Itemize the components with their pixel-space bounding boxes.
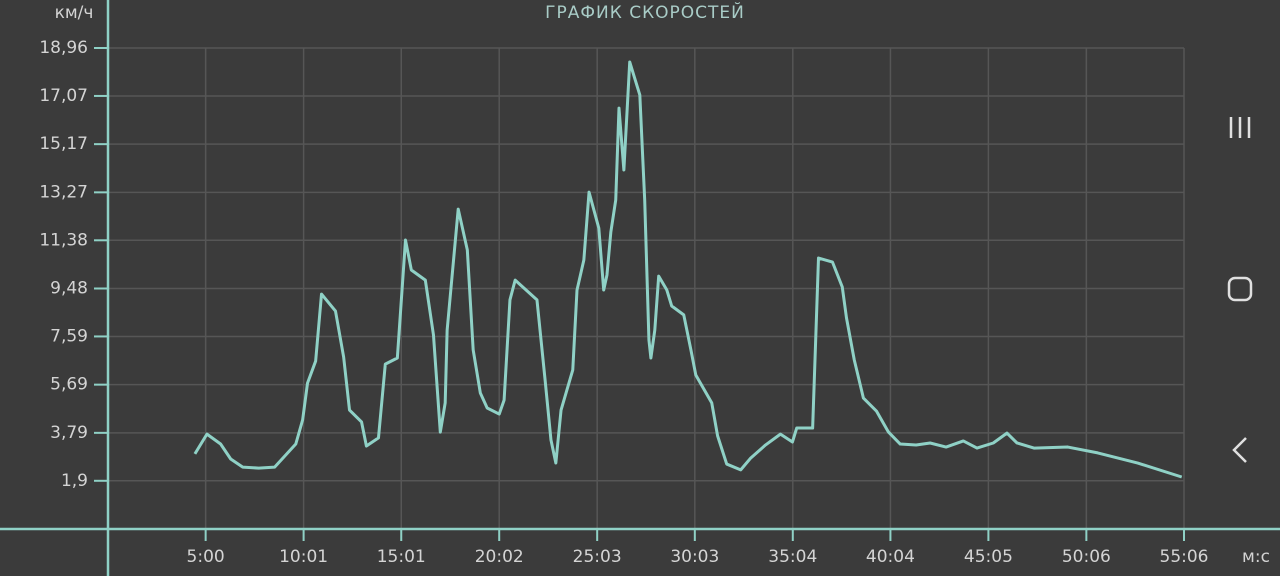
y-tick-label: 13,27 bbox=[39, 182, 88, 202]
y-tick-label: 3,79 bbox=[50, 423, 88, 443]
x-tick-label: 20:02 bbox=[475, 547, 524, 567]
x-axis-label: м:с bbox=[1242, 547, 1270, 567]
x-tick-label: 55:06 bbox=[1160, 547, 1209, 567]
x-tick-label: 10:01 bbox=[279, 547, 328, 567]
y-tick-label: 11,38 bbox=[39, 230, 88, 250]
x-tick-label: 40:04 bbox=[866, 547, 915, 567]
y-tick-label: 7,59 bbox=[50, 326, 88, 346]
recent-apps-button[interactable] bbox=[1229, 117, 1251, 138]
y-tick-label: 1,9 bbox=[61, 471, 88, 491]
y-tick-label: 9,48 bbox=[50, 279, 88, 299]
y-tick-label: 15,17 bbox=[39, 134, 88, 154]
nav-bar bbox=[1227, 117, 1253, 463]
chart-title: ГРАФИК СКОРОСТЕЙ bbox=[545, 1, 745, 23]
x-tick-label: 35:04 bbox=[768, 547, 817, 567]
speed-line bbox=[193, 60, 1183, 479]
x-tick-label: 45:05 bbox=[964, 547, 1013, 567]
y-axis-label: км/ч bbox=[55, 3, 94, 23]
y-tick-label: 18,96 bbox=[39, 38, 88, 58]
y-tick-label: 5,69 bbox=[50, 375, 88, 395]
x-tick-label: 25:03 bbox=[573, 547, 622, 567]
x-tick-label: 50:06 bbox=[1062, 547, 1111, 567]
x-tick-label: 15:01 bbox=[377, 547, 426, 567]
y-tick-label: 17,07 bbox=[39, 86, 88, 106]
x-tick-label: 5:00 bbox=[187, 547, 225, 567]
back-button[interactable] bbox=[1232, 437, 1247, 463]
x-tick-label: 30:03 bbox=[670, 547, 719, 567]
home-button[interactable] bbox=[1227, 276, 1253, 302]
